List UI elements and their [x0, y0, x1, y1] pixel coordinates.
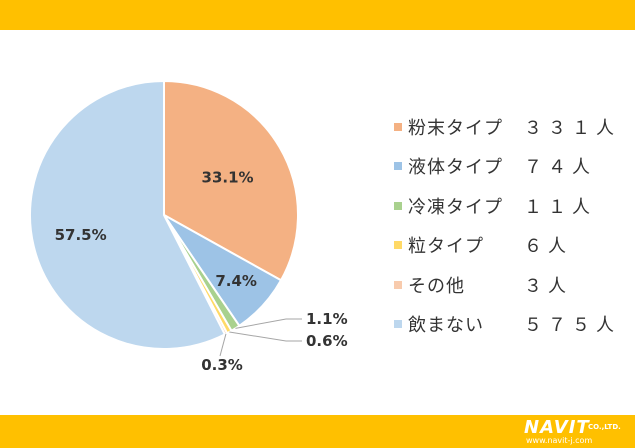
legend-swatch	[394, 241, 402, 250]
top-banner-bar	[0, 0, 635, 30]
legend-count: ６人	[524, 236, 572, 258]
leader-line	[219, 333, 227, 357]
logo-company-suffix: CO.,LTD.	[588, 423, 621, 431]
legend-item: 粉末タイプ ３３１人	[394, 107, 624, 147]
legend-swatch	[394, 201, 402, 210]
legend-label: 飲まない	[408, 315, 484, 337]
data-label: 7.4%	[215, 272, 257, 290]
legend-item: 飲まない ５７５人	[394, 305, 624, 345]
logo-name: NAVIT	[524, 417, 590, 438]
legend-label: 粒タイプ	[408, 236, 484, 258]
data-label: 33.1%	[202, 169, 254, 187]
chart-legend: 粉末タイプ ３３１人 液体タイプ ７４人 冷凍タイプ １１人 粒タイプ ６人 そ…	[394, 107, 624, 344]
pie-slice	[29, 79, 227, 350]
legend-label: 液体タイプ	[408, 157, 503, 179]
legend-label: その他	[408, 275, 465, 297]
pie-chart: 33.1% 7.4% 57.5% 1.1% 0.6% 0.3%	[29, 79, 348, 374]
legend-swatch	[394, 162, 402, 171]
logo-url: www.navit-j.com	[526, 436, 593, 445]
legend-label: 粉末タイプ	[408, 117, 503, 139]
legend-item: 粒タイプ ６人	[394, 226, 624, 266]
bottom-banner-bar	[0, 415, 635, 448]
data-label: 1.1%	[306, 310, 348, 328]
company-logo: NAVIT CO.,LTD. www.navit-j.com	[524, 418, 634, 446]
legend-item: その他 ３人	[394, 265, 624, 305]
leader-line	[229, 331, 302, 342]
legend-item: 液体タイプ ７４人	[394, 147, 624, 187]
data-label: 0.6%	[306, 332, 348, 350]
data-label: 57.5%	[55, 226, 107, 244]
legend-swatch	[394, 280, 402, 289]
legend-swatch	[394, 320, 402, 329]
pie-slice	[163, 79, 299, 282]
legend-count: ３３１人	[524, 117, 620, 139]
data-label: 0.3%	[201, 356, 243, 374]
legend-swatch	[394, 122, 402, 131]
legend-count: ５７５人	[524, 315, 620, 337]
legend-label: 冷凍タイプ	[408, 196, 503, 218]
legend-item: 冷凍タイプ １１人	[394, 186, 624, 226]
legend-count: １１人	[524, 196, 596, 218]
leader-line	[235, 318, 302, 329]
legend-count: ７４人	[524, 157, 596, 179]
legend-count: ３人	[524, 275, 572, 297]
